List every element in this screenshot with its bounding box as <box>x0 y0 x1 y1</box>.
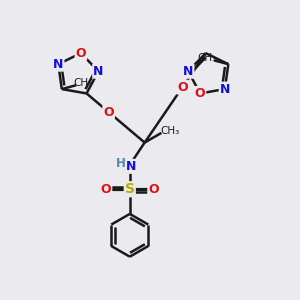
Text: N: N <box>220 82 230 96</box>
Text: N: N <box>183 65 194 78</box>
Text: CH₃: CH₃ <box>160 126 179 136</box>
Text: S: S <box>125 182 135 196</box>
Text: O: O <box>76 46 86 60</box>
Text: N: N <box>53 58 64 71</box>
Text: N: N <box>93 65 103 78</box>
Text: CH₃: CH₃ <box>197 53 216 63</box>
Text: O: O <box>101 183 111 196</box>
Text: O: O <box>195 87 206 100</box>
Text: O: O <box>177 81 188 94</box>
Text: H: H <box>116 157 126 170</box>
Text: N: N <box>126 160 136 173</box>
Text: CH₃: CH₃ <box>74 78 93 88</box>
Text: O: O <box>148 183 159 196</box>
Text: O: O <box>103 106 114 118</box>
